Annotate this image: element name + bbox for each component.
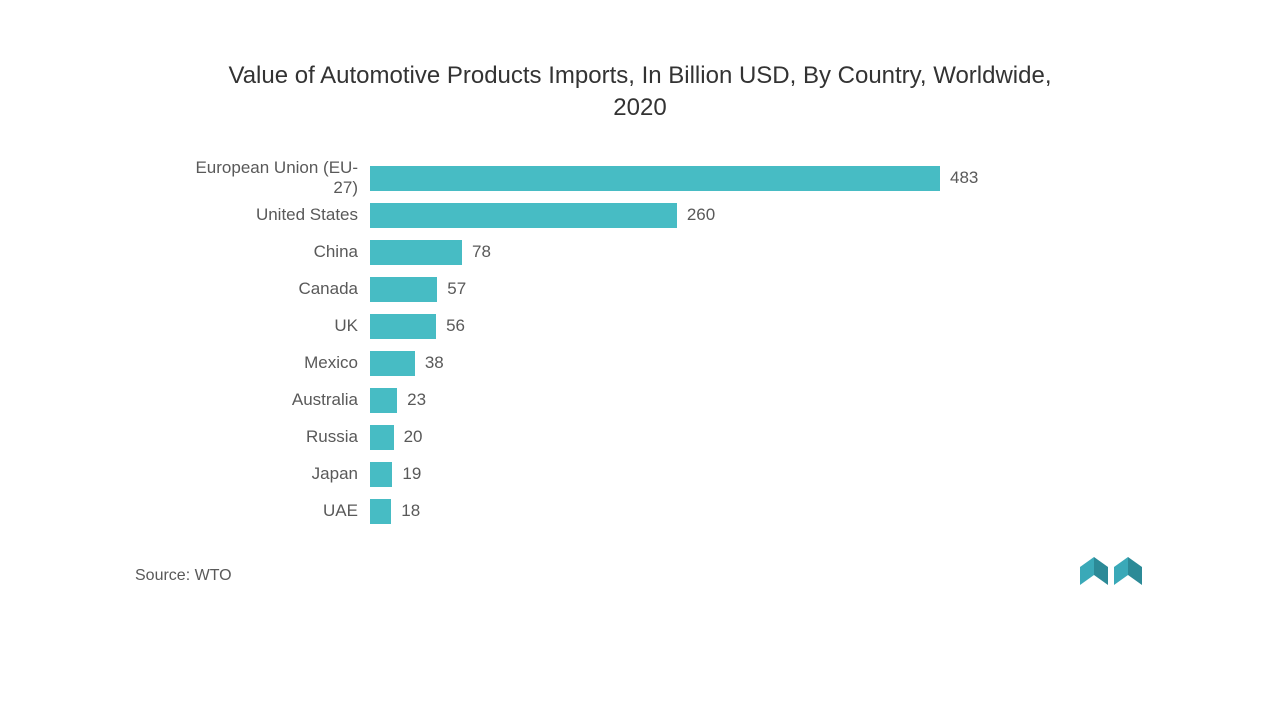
bar-track: 260 (370, 197, 1160, 234)
bar-row: United States 260 (180, 197, 1160, 234)
chart-title: Value of Automotive Products Imports, In… (120, 60, 1160, 125)
bar-label: UK (180, 316, 370, 336)
bar-label: Mexico (180, 353, 370, 373)
bar-fill (370, 240, 462, 265)
bar-label: UAE (180, 501, 370, 521)
bar-label: Canada (180, 279, 370, 299)
chart-container: Value of Automotive Products Imports, In… (0, 0, 1280, 570)
bar-row: European Union (EU-27) 483 (180, 160, 1160, 197)
bar-row: UK 56 (180, 308, 1160, 345)
bar-track: 38 (370, 345, 1160, 382)
bar-row: Russia 20 (180, 419, 1160, 456)
bar-track: 56 (370, 308, 1160, 345)
bar-value: 23 (407, 390, 426, 410)
bar-track: 23 (370, 382, 1160, 419)
bar-fill (370, 499, 391, 524)
bar-fill (370, 314, 436, 339)
bar-value: 19 (402, 464, 421, 484)
bar-label: Russia (180, 427, 370, 447)
bars-area: European Union (EU-27) 483 United States 26… (120, 160, 1160, 530)
source-label: Source: WTO (135, 567, 232, 585)
bar-track: 78 (370, 234, 1160, 271)
bar-track: 19 (370, 456, 1160, 493)
bar-fill (370, 462, 392, 487)
bar-fill (370, 277, 437, 302)
bar-label: European Union (EU-27) (180, 158, 370, 198)
bar-track: 18 (370, 493, 1160, 530)
bar-value: 483 (950, 168, 978, 188)
bar-label: Australia (180, 390, 370, 410)
bar-track: 20 (370, 419, 1160, 456)
bar-value: 78 (472, 242, 491, 262)
brand-logo (1080, 557, 1145, 585)
bar-value: 20 (404, 427, 423, 447)
bar-row: UAE 18 (180, 493, 1160, 530)
bar-track: 57 (370, 271, 1160, 308)
bar-value: 260 (687, 205, 715, 225)
bar-value: 57 (447, 279, 466, 299)
bar-row: Australia 23 (180, 382, 1160, 419)
bar-row: Mexico 38 (180, 345, 1160, 382)
bar-fill (370, 166, 940, 191)
bar-fill (370, 425, 394, 450)
bar-fill (370, 203, 677, 228)
bar-label: Japan (180, 464, 370, 484)
bar-track: 483 (370, 160, 1160, 197)
bar-row: China 78 (180, 234, 1160, 271)
bar-label: United States (180, 205, 370, 225)
bar-row: Canada 57 (180, 271, 1160, 308)
bar-value: 38 (425, 353, 444, 373)
bar-value: 18 (401, 501, 420, 521)
bar-row: Japan 19 (180, 456, 1160, 493)
bar-fill (370, 388, 397, 413)
bar-fill (370, 351, 415, 376)
bar-label: China (180, 242, 370, 262)
bar-value: 56 (446, 316, 465, 336)
